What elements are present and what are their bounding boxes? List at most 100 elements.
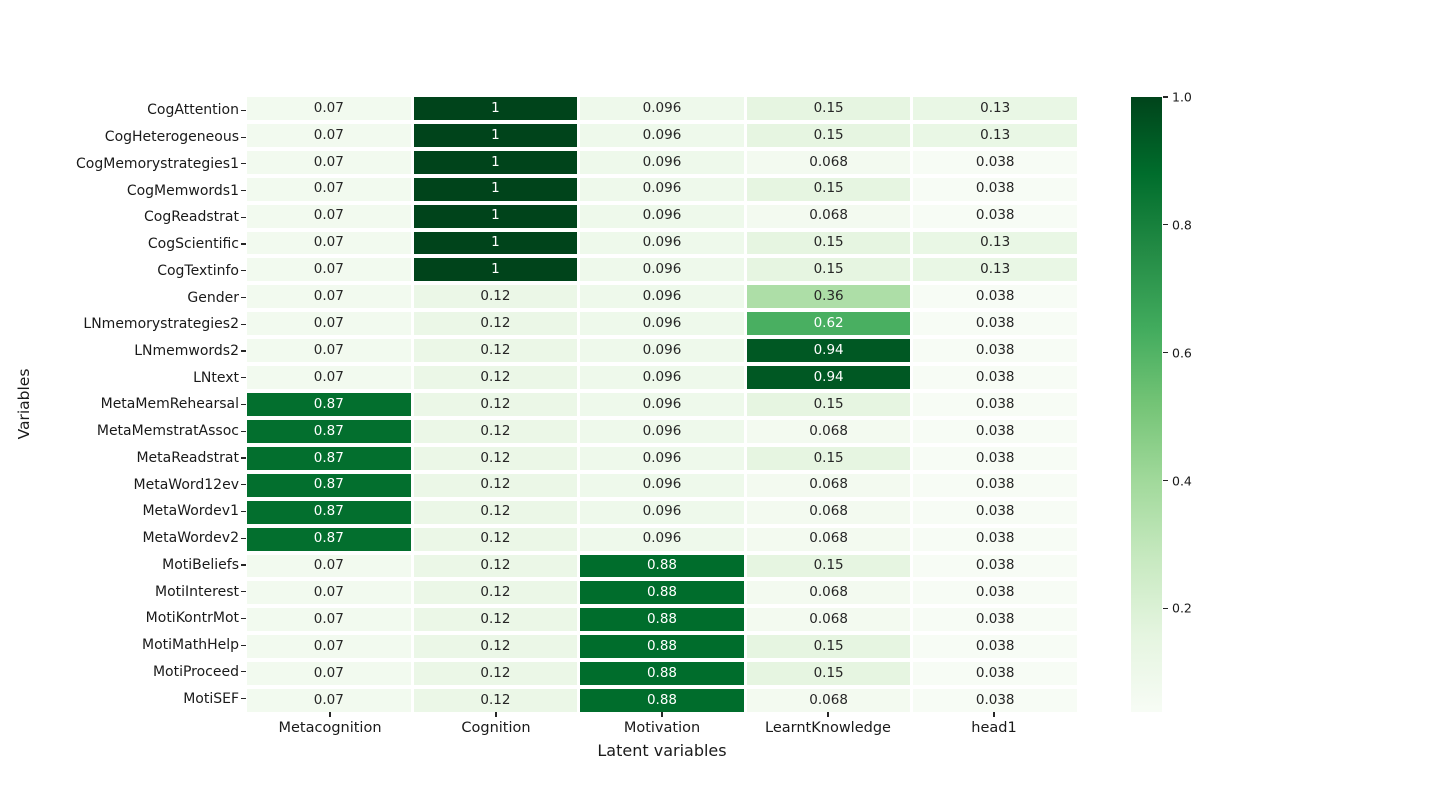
y-tick-label: LNtext bbox=[193, 369, 239, 386]
heatmap-cell: 0.068 bbox=[746, 581, 911, 605]
heatmap-cell: 0.07 bbox=[247, 258, 411, 282]
heatmap-cell: 0.038 bbox=[913, 473, 1077, 497]
heatmap-cell: 0.07 bbox=[247, 339, 411, 363]
colorbar bbox=[1131, 97, 1162, 712]
heatmap-cell: 0.096 bbox=[580, 204, 744, 228]
heatmap-cell: 0.038 bbox=[913, 446, 1077, 470]
y-tick-label: CogAttention bbox=[147, 102, 239, 119]
y-tick-mark bbox=[241, 323, 246, 325]
y-tick-label: MetaWord12ev bbox=[133, 476, 239, 493]
heatmap-cell: 0.88 bbox=[580, 662, 744, 686]
heatmap-cell: 0.88 bbox=[580, 635, 744, 659]
heatmap-cell: 0.096 bbox=[580, 177, 744, 201]
heatmap-cell: 0.096 bbox=[580, 419, 744, 443]
heatmap-cell: 0.038 bbox=[913, 608, 1077, 632]
y-tick-label: CogReadstrat bbox=[143, 209, 239, 226]
heatmap-cell: 0.88 bbox=[580, 608, 744, 632]
heatmap-cell: 0.12 bbox=[413, 366, 578, 390]
y-tick-mark bbox=[241, 698, 246, 700]
x-tick-label: Cognition bbox=[461, 720, 531, 736]
heatmap-cell: 0.096 bbox=[580, 97, 744, 120]
heatmap-cell: 0.15 bbox=[746, 231, 911, 255]
heatmap-cell: 0.07 bbox=[247, 231, 411, 255]
y-tick-mark bbox=[241, 270, 246, 272]
heatmap-cell: 0.07 bbox=[247, 662, 411, 686]
heatmap-cell: 0.87 bbox=[247, 446, 411, 470]
y-tick-mark bbox=[241, 484, 246, 486]
y-tick-mark bbox=[241, 644, 246, 646]
y-tick-mark bbox=[241, 430, 246, 432]
y-tick-label: MotiKontrMot bbox=[145, 610, 239, 627]
heatmap-cell: 0.096 bbox=[580, 393, 744, 416]
y-tick-label: MetaReadstrat bbox=[136, 449, 239, 466]
heatmap-cell: 0.038 bbox=[913, 554, 1077, 578]
heatmap-cell: 0.07 bbox=[247, 608, 411, 632]
heatmap-cell: 0.12 bbox=[413, 581, 578, 605]
heatmap-cell: 0.068 bbox=[746, 150, 911, 174]
heatmap-cell: 0.068 bbox=[746, 608, 911, 632]
heatmap-cell: 0.12 bbox=[413, 662, 578, 686]
heatmap-cell: 0.096 bbox=[580, 473, 744, 497]
y-tick-label: MetaWordev1 bbox=[142, 503, 239, 520]
heatmap-cell: 0.12 bbox=[413, 419, 578, 443]
y-tick-label: MetaWordev2 bbox=[142, 530, 239, 547]
heatmap-cell: 0.038 bbox=[913, 339, 1077, 363]
heatmap-cell: 0.038 bbox=[913, 689, 1077, 712]
y-tick-label: MotiSEF bbox=[183, 690, 239, 707]
colorbar-tick-mark bbox=[1163, 607, 1168, 610]
heatmap-cell: 1 bbox=[413, 231, 578, 255]
heatmap-cell: 1 bbox=[413, 150, 578, 174]
y-tick-mark bbox=[241, 296, 246, 299]
y-tick-mark bbox=[241, 350, 246, 352]
y-tick-mark bbox=[241, 457, 246, 459]
heatmap-cell: 0.096 bbox=[580, 312, 744, 336]
y-tick-label: LNmemwords2 bbox=[134, 343, 239, 359]
heatmap-cell: 0.096 bbox=[580, 258, 744, 282]
x-axis-title: Latent variables bbox=[597, 741, 727, 760]
heatmap-cell: 0.07 bbox=[247, 312, 411, 336]
heatmap-cell: 0.038 bbox=[913, 150, 1077, 174]
heatmap-cell: 0.038 bbox=[913, 662, 1077, 686]
heatmap-cell: 0.096 bbox=[580, 150, 744, 174]
heatmap-cell: 0.12 bbox=[413, 473, 578, 497]
y-tick-label: CogTextinfo bbox=[157, 262, 239, 279]
heatmap-cell: 0.096 bbox=[580, 285, 744, 309]
y-tick-mark bbox=[241, 189, 246, 192]
colorbar-tick-label: 0.8 bbox=[1172, 217, 1192, 233]
y-tick-label: MetaMemstratAssoc bbox=[96, 423, 239, 440]
heatmap-cell: 0.07 bbox=[247, 97, 411, 120]
heatmap-cell: 0.038 bbox=[913, 366, 1077, 390]
y-tick-mark bbox=[241, 403, 246, 406]
heatmap-cell: 0.096 bbox=[580, 231, 744, 255]
heatmap-cell: 0.068 bbox=[746, 204, 911, 228]
heatmap-cell: 0.88 bbox=[580, 581, 744, 605]
heatmap-cell: 0.038 bbox=[913, 500, 1077, 524]
heatmap-cell: 0.87 bbox=[247, 419, 411, 443]
heatmap-grid: 0.07 1 0.096 0.15 0.13 0.07 1 0.096 0.15 0.13 0.07… bbox=[247, 97, 1077, 712]
heatmap-cell: 0.87 bbox=[247, 527, 411, 551]
y-tick-label: Gender bbox=[187, 289, 239, 306]
x-tick-mark bbox=[993, 712, 995, 717]
y-tick-label: LNmemorystrategies2 bbox=[83, 316, 239, 333]
heatmap-cell: 0.038 bbox=[913, 581, 1077, 605]
y-tick-mark bbox=[241, 136, 246, 138]
heatmap-cell: 0.13 bbox=[913, 231, 1077, 255]
y-tick-mark bbox=[241, 510, 246, 513]
heatmap-cell: 0.12 bbox=[413, 285, 578, 309]
heatmap-cell: 0.62 bbox=[746, 312, 911, 336]
y-tick-label: CogMemorystrategies1 bbox=[76, 155, 239, 172]
heatmap-cell: 0.87 bbox=[247, 393, 411, 416]
y-tick-label: MotiBeliefs bbox=[162, 556, 239, 573]
colorbar-tick-label: 0.6 bbox=[1172, 345, 1192, 361]
colorbar-gradient bbox=[1131, 97, 1162, 712]
heatmap-cell: 0.096 bbox=[580, 366, 744, 390]
colorbar-tick-label: 1.0 bbox=[1172, 89, 1192, 105]
colorbar-tick-mark bbox=[1163, 224, 1168, 226]
y-tick-label: MotiProceed bbox=[152, 663, 239, 680]
heatmap-cell: 0.07 bbox=[247, 204, 411, 228]
heatmap-cell: 0.038 bbox=[913, 635, 1077, 659]
heatmap-cell: 0.096 bbox=[580, 500, 744, 524]
x-tick-label: head1 bbox=[971, 720, 1017, 736]
x-tick-label: Metacognition bbox=[278, 720, 382, 736]
heatmap-cell: 0.15 bbox=[746, 97, 911, 120]
